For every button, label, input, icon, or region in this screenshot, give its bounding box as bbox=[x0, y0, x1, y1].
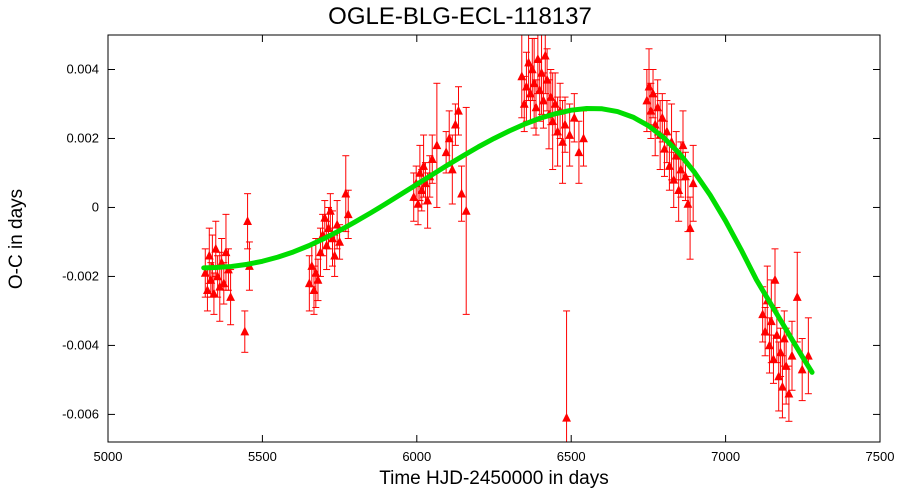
data-point-marker bbox=[540, 50, 550, 60]
x-tick-label: 7000 bbox=[711, 449, 740, 464]
data-point-marker bbox=[669, 174, 679, 184]
data-point-marker bbox=[565, 130, 575, 139]
data-point-marker bbox=[330, 250, 340, 260]
data-point-marker bbox=[776, 347, 785, 357]
data-point-marker bbox=[560, 119, 570, 129]
data-point-marker bbox=[343, 209, 353, 219]
data-point-marker bbox=[781, 361, 791, 370]
data-point-marker bbox=[206, 274, 216, 284]
fit-curve bbox=[201, 105, 815, 375]
y-tick-label: 0.004 bbox=[66, 61, 99, 76]
data-point-marker bbox=[784, 388, 794, 398]
data-point-marker bbox=[409, 192, 419, 201]
data-point-marker bbox=[441, 147, 451, 157]
y-tick-label: -0.002 bbox=[62, 268, 99, 283]
data-layer bbox=[200, 35, 815, 442]
data-point-marker bbox=[324, 223, 333, 232]
data-point-marker bbox=[774, 371, 784, 381]
data-point-marker bbox=[657, 112, 667, 122]
data-point-marker bbox=[676, 164, 686, 174]
data-point-marker bbox=[226, 292, 235, 301]
y-tick-label: 0.002 bbox=[66, 130, 99, 145]
data-point-marker bbox=[766, 316, 776, 326]
data-point-marker bbox=[769, 354, 778, 364]
y-tick-label: -0.004 bbox=[62, 337, 99, 352]
data-point-marker bbox=[203, 285, 212, 295]
data-point-marker bbox=[432, 140, 442, 150]
data-point-marker bbox=[215, 281, 225, 291]
data-point-marker bbox=[447, 164, 457, 174]
data-point-marker bbox=[778, 381, 787, 391]
data-point-marker bbox=[688, 178, 698, 188]
data-point-marker bbox=[671, 150, 681, 160]
data-point-marker bbox=[423, 195, 433, 205]
data-point-marker bbox=[313, 274, 323, 284]
data-point-marker bbox=[240, 326, 250, 336]
data-point-marker bbox=[758, 309, 768, 319]
data-point-marker bbox=[533, 54, 543, 63]
data-point-marker bbox=[539, 95, 548, 105]
data-point-marker bbox=[304, 278, 314, 288]
data-point-marker bbox=[553, 126, 563, 136]
x-tick-label: 7500 bbox=[866, 449, 895, 464]
data-point-marker bbox=[562, 412, 571, 422]
data-point-marker bbox=[537, 67, 546, 77]
data-point-marker bbox=[444, 133, 454, 143]
data-point-marker bbox=[772, 330, 782, 339]
data-point-marker bbox=[569, 112, 579, 122]
data-point-marker bbox=[803, 350, 813, 360]
x-tick-label: 5500 bbox=[248, 449, 277, 464]
data-point-marker bbox=[678, 140, 688, 150]
data-point-marker bbox=[797, 364, 807, 374]
data-point-marker bbox=[457, 188, 466, 198]
data-point-marker bbox=[211, 243, 221, 253]
y-tick-label: -0.006 bbox=[62, 406, 99, 421]
data-point-marker bbox=[674, 185, 684, 195]
data-point-marker bbox=[451, 119, 460, 129]
data-point-marker bbox=[579, 133, 588, 143]
data-point-marker bbox=[335, 236, 344, 246]
data-point-marker bbox=[413, 199, 423, 208]
data-point-marker bbox=[517, 71, 527, 81]
data-point-marker bbox=[662, 126, 672, 136]
data-point-marker bbox=[320, 212, 330, 222]
data-point-marker bbox=[454, 105, 463, 115]
y-tick-label: 0 bbox=[92, 199, 99, 214]
data-point-marker bbox=[522, 81, 531, 91]
plot-border bbox=[107, 34, 881, 443]
data-point-marker bbox=[209, 288, 219, 298]
data-point-marker bbox=[461, 205, 471, 215]
x-axis-label: Time HJD-2450000 in days bbox=[379, 468, 609, 489]
data-point-marker bbox=[531, 102, 541, 112]
data-point-marker bbox=[760, 326, 770, 336]
x-tick-label: 6500 bbox=[557, 449, 586, 464]
data-point-marker bbox=[653, 102, 663, 112]
data-point-marker bbox=[685, 223, 695, 232]
data-point-marker bbox=[765, 340, 774, 350]
data-point-marker bbox=[332, 219, 342, 229]
data-point-marker bbox=[524, 57, 533, 67]
x-tick-label: 6000 bbox=[402, 449, 431, 464]
data-point-marker bbox=[427, 154, 437, 163]
x-tick-label: 5000 bbox=[94, 449, 123, 464]
data-point-marker bbox=[243, 216, 252, 226]
data-point-marker bbox=[307, 261, 317, 270]
data-point-marker bbox=[574, 147, 584, 157]
data-point-marker bbox=[770, 274, 780, 284]
data-point-marker bbox=[787, 350, 797, 360]
data-point-marker bbox=[792, 292, 802, 301]
data-point-marker bbox=[204, 250, 214, 260]
chart-title: OGLE-BLG-ECL-118137 bbox=[328, 3, 592, 30]
